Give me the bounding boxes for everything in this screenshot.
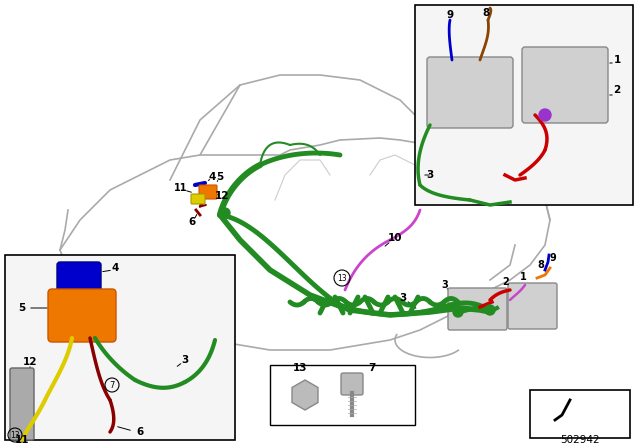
Circle shape	[485, 305, 495, 315]
FancyBboxPatch shape	[48, 289, 116, 342]
Text: 5: 5	[19, 303, 26, 313]
Bar	[270, 365, 415, 425]
Text: 2: 2	[502, 277, 509, 287]
Text: 1: 1	[613, 55, 621, 65]
Text: 5: 5	[216, 172, 223, 182]
Circle shape	[453, 307, 463, 317]
Text: 4: 4	[208, 172, 216, 182]
Text: 13: 13	[292, 363, 307, 373]
FancyBboxPatch shape	[191, 194, 205, 204]
Text: 11: 11	[15, 435, 29, 445]
Text: 8: 8	[483, 8, 490, 18]
Bar	[415, 5, 633, 205]
Text: 2: 2	[613, 85, 621, 95]
Text: 4: 4	[111, 263, 118, 273]
FancyBboxPatch shape	[10, 368, 34, 440]
Text: 1: 1	[520, 272, 526, 282]
Text: 6: 6	[188, 217, 196, 227]
Text: 12: 12	[23, 357, 37, 367]
Text: 9: 9	[447, 10, 454, 20]
Text: 8: 8	[538, 260, 545, 270]
Circle shape	[220, 208, 230, 218]
FancyBboxPatch shape	[199, 185, 217, 199]
FancyBboxPatch shape	[508, 283, 557, 329]
Bar	[530, 390, 630, 438]
Text: 502942: 502942	[560, 435, 600, 445]
Text: 6: 6	[136, 427, 143, 437]
Text: 3: 3	[426, 170, 434, 180]
FancyBboxPatch shape	[427, 57, 513, 128]
Text: 11: 11	[174, 183, 188, 193]
Text: 7: 7	[109, 380, 115, 389]
Text: 13: 13	[10, 431, 20, 439]
Text: 3: 3	[399, 293, 406, 303]
FancyBboxPatch shape	[448, 288, 507, 330]
Text: 12: 12	[215, 191, 229, 201]
Text: 13: 13	[337, 273, 347, 283]
FancyBboxPatch shape	[57, 262, 101, 298]
Text: 3: 3	[181, 355, 189, 365]
Text: 10: 10	[388, 233, 403, 243]
Text: 7: 7	[368, 363, 376, 373]
Circle shape	[539, 109, 551, 121]
Text: 9: 9	[550, 253, 556, 263]
Text: 3: 3	[442, 280, 449, 290]
FancyBboxPatch shape	[341, 373, 363, 395]
Bar	[5, 255, 235, 440]
FancyBboxPatch shape	[522, 47, 608, 123]
